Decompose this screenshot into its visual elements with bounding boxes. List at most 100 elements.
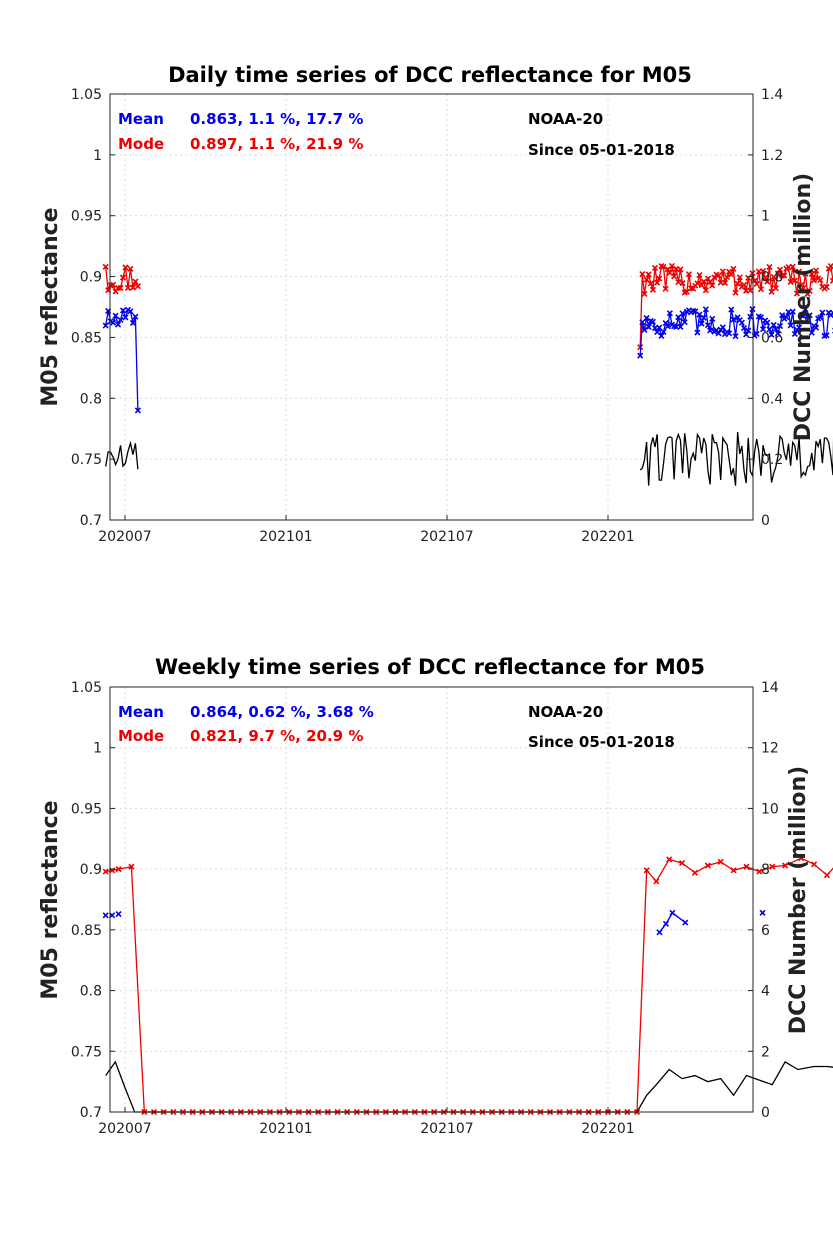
mode-point — [793, 290, 801, 297]
mean-point — [643, 314, 650, 322]
chart-title: Weekly time series of DCC reflectance fo… — [155, 655, 705, 679]
y-axis-label: M05 reflectance — [38, 800, 63, 999]
mode-point — [685, 271, 692, 278]
mode-stats: 0.821, 9.7 %, 20.9 % — [190, 727, 363, 745]
y2-tick-label: 14 — [761, 680, 779, 696]
mean-label: Mean — [118, 110, 164, 128]
mode-point — [647, 280, 654, 287]
x-tick-label: 202107 — [420, 1121, 473, 1137]
mean-point — [732, 333, 739, 340]
mode-point — [787, 278, 794, 285]
mode-point — [704, 862, 711, 869]
x-tick-label: 202201 — [581, 1121, 634, 1137]
mode-point — [789, 263, 796, 270]
mode-point — [649, 286, 656, 293]
count-series-line — [105, 440, 139, 470]
mode-point — [704, 275, 712, 282]
mean-point — [662, 920, 670, 927]
plot-frame — [109, 93, 754, 521]
mean-point — [645, 323, 652, 331]
mean-point — [664, 323, 671, 330]
mode-point — [774, 270, 781, 277]
x-tick-label: 202101 — [259, 529, 312, 545]
mode-point — [128, 863, 135, 870]
mode-point — [119, 274, 127, 281]
y2-tick-label: 10 — [761, 801, 779, 817]
mode-point — [749, 270, 756, 277]
mode-point — [127, 265, 134, 272]
mean-point — [704, 322, 712, 329]
mode-point — [769, 863, 776, 870]
mean-point — [102, 322, 109, 329]
y2-tick-label: 0.4 — [761, 391, 783, 407]
mean-point — [700, 314, 707, 321]
since-label: Since 05-01-2018 — [528, 141, 675, 159]
mean-point — [112, 312, 119, 319]
mean-point — [747, 313, 754, 320]
mean-point — [707, 327, 714, 334]
mode-point — [812, 267, 820, 274]
x-tick-label: 202107 — [420, 529, 473, 545]
y2-tick-label: 12 — [761, 741, 779, 757]
y-tick-label: 0.85 — [71, 923, 102, 939]
mean-point — [730, 316, 737, 323]
mode-point — [743, 863, 750, 870]
mean-point — [743, 331, 750, 338]
y-tick-label: 0.95 — [71, 209, 102, 225]
x-tick-label: 202101 — [259, 1121, 312, 1137]
mode-point — [781, 272, 788, 279]
mean-point — [817, 314, 824, 321]
mean-point — [738, 319, 745, 326]
mean-point — [639, 319, 646, 326]
mode-point — [753, 280, 760, 287]
mode-point — [707, 278, 714, 285]
mean-stats: 0.863, 1.1 %, 17.7 % — [190, 110, 363, 128]
mode-point — [122, 264, 129, 271]
mode-point — [662, 285, 669, 292]
y-tick-label: 0.8 — [80, 391, 102, 407]
mode-point — [721, 279, 729, 287]
mean-point — [641, 326, 648, 334]
mode-point — [762, 274, 769, 281]
mean-point — [791, 330, 798, 338]
mean-point — [776, 323, 784, 330]
mode-point — [740, 281, 748, 288]
mean-point — [800, 312, 807, 319]
mean-point — [766, 326, 773, 333]
mode-point — [698, 282, 705, 289]
mean-point — [812, 324, 820, 331]
mode-point — [651, 264, 659, 272]
mode-point — [776, 266, 784, 273]
mean-point — [774, 330, 781, 337]
mode-point — [715, 272, 722, 279]
mean-label: Mean — [118, 703, 164, 721]
mode-point — [653, 878, 660, 885]
mode-point — [732, 289, 739, 296]
y-tick-label: 1.05 — [71, 680, 102, 696]
mode-point — [806, 287, 813, 295]
mean-point — [114, 321, 122, 328]
mode-point — [129, 284, 136, 291]
y2-tick-label: 1.2 — [761, 148, 783, 164]
y2-tick-label: 0.6 — [761, 330, 783, 346]
y2-tick-label: 0 — [761, 513, 770, 529]
mean-point — [110, 319, 117, 326]
y2-axis-label: DCC Number (million) — [791, 173, 816, 441]
y2-tick-label: 1.4 — [761, 87, 783, 103]
mean-point — [102, 912, 109, 919]
mode-point — [675, 279, 682, 286]
mean-point — [694, 329, 701, 336]
mean-point — [656, 929, 663, 936]
mean-point — [715, 330, 722, 337]
mean-point — [709, 315, 716, 322]
mean-point — [768, 331, 775, 338]
since-label: Since 05-01-2018 — [528, 733, 675, 751]
mode-point — [117, 284, 124, 291]
y-tick-label: 1.05 — [71, 87, 102, 103]
mode-point — [660, 263, 667, 270]
mode-point — [677, 266, 684, 273]
mode-point — [817, 276, 824, 284]
mode-point — [766, 263, 773, 271]
mean-point — [677, 323, 684, 330]
mode-point — [772, 285, 779, 292]
